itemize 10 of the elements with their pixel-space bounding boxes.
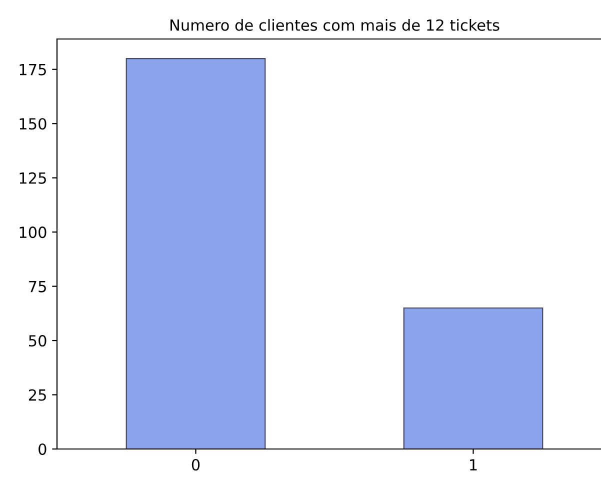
y-tick-label: 175 (20, 64, 46, 76)
y-tick-label: 100 (20, 226, 46, 238)
y-tick-label: 0 (38, 443, 46, 456)
y-tick-label: 150 (20, 118, 46, 130)
x-tick-label: 1 (470, 459, 477, 470)
chart-title: Numero de clientes com mais de 12 tickets (170, 19, 500, 31)
y-tick-label: 25 (28, 389, 46, 401)
y-tick-label: 50 (29, 335, 46, 347)
y-tick-label: 75 (29, 280, 46, 292)
y-tick-label: 125 (20, 172, 46, 184)
